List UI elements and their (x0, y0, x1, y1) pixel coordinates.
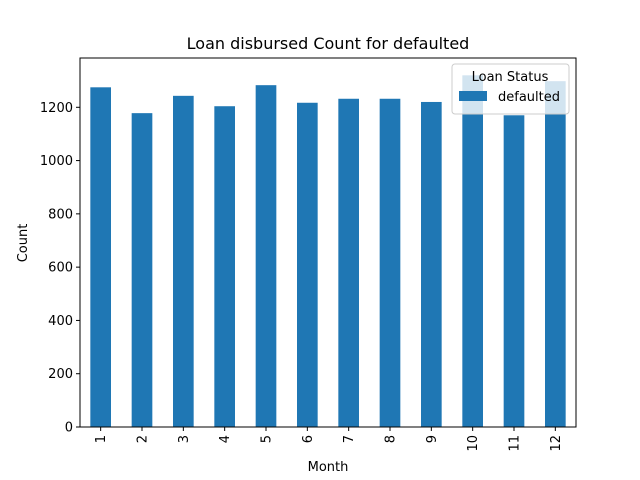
x-tick-label-4: 4 (218, 435, 233, 443)
y-axis-title: Count (16, 224, 31, 263)
plot-frame (79, 57, 577, 428)
bar-12 (545, 81, 566, 427)
x-tick-label-6: 6 (301, 435, 316, 443)
x-tick-label-9: 9 (425, 435, 440, 443)
bar-9 (421, 101, 442, 427)
bar-3 (173, 95, 194, 427)
x-tick-label-1: 1 (94, 435, 109, 443)
bar-6 (297, 102, 318, 427)
x-tick-label-12: 12 (549, 435, 564, 452)
x-tick-label-5: 5 (260, 435, 275, 443)
bar-2 (131, 113, 153, 427)
y-tick-label-600: 600 (48, 261, 73, 276)
bar-1 (90, 87, 111, 428)
legend-swatch (459, 91, 487, 101)
y-tick-label-400: 400 (48, 314, 73, 329)
legend: Loan Status defaulted (451, 63, 570, 115)
x-tick-label-3: 3 (177, 435, 192, 443)
y-tick-label-200: 200 (48, 367, 73, 382)
bar-11 (503, 115, 525, 427)
bar-5 (255, 85, 277, 428)
legend-title: Loan Status (472, 70, 549, 85)
y-tick-label-1200: 1200 (40, 101, 73, 116)
bar-7 (338, 98, 359, 427)
y-tick-label-1000: 1000 (40, 154, 73, 169)
legend-frame (451, 63, 570, 115)
x-tick-label-2: 2 (136, 435, 151, 443)
legend-label: defaulted (498, 90, 560, 105)
chart-title: Loan disbursed Count for defaulted (187, 34, 470, 53)
x-tick-label-11: 11 (508, 435, 523, 452)
y-tick-label-800: 800 (48, 207, 73, 222)
x-tick-label-8: 8 (384, 435, 399, 443)
bar-10 (462, 75, 483, 427)
x-tick-label-7: 7 (342, 435, 357, 443)
bar-4 (214, 106, 235, 427)
x-axis-title: Month (308, 460, 349, 475)
x-tick-label-10: 10 (466, 435, 481, 452)
y-tick-label-0: 0 (65, 421, 73, 436)
bar-8 (379, 98, 401, 427)
bars-group (90, 75, 566, 428)
